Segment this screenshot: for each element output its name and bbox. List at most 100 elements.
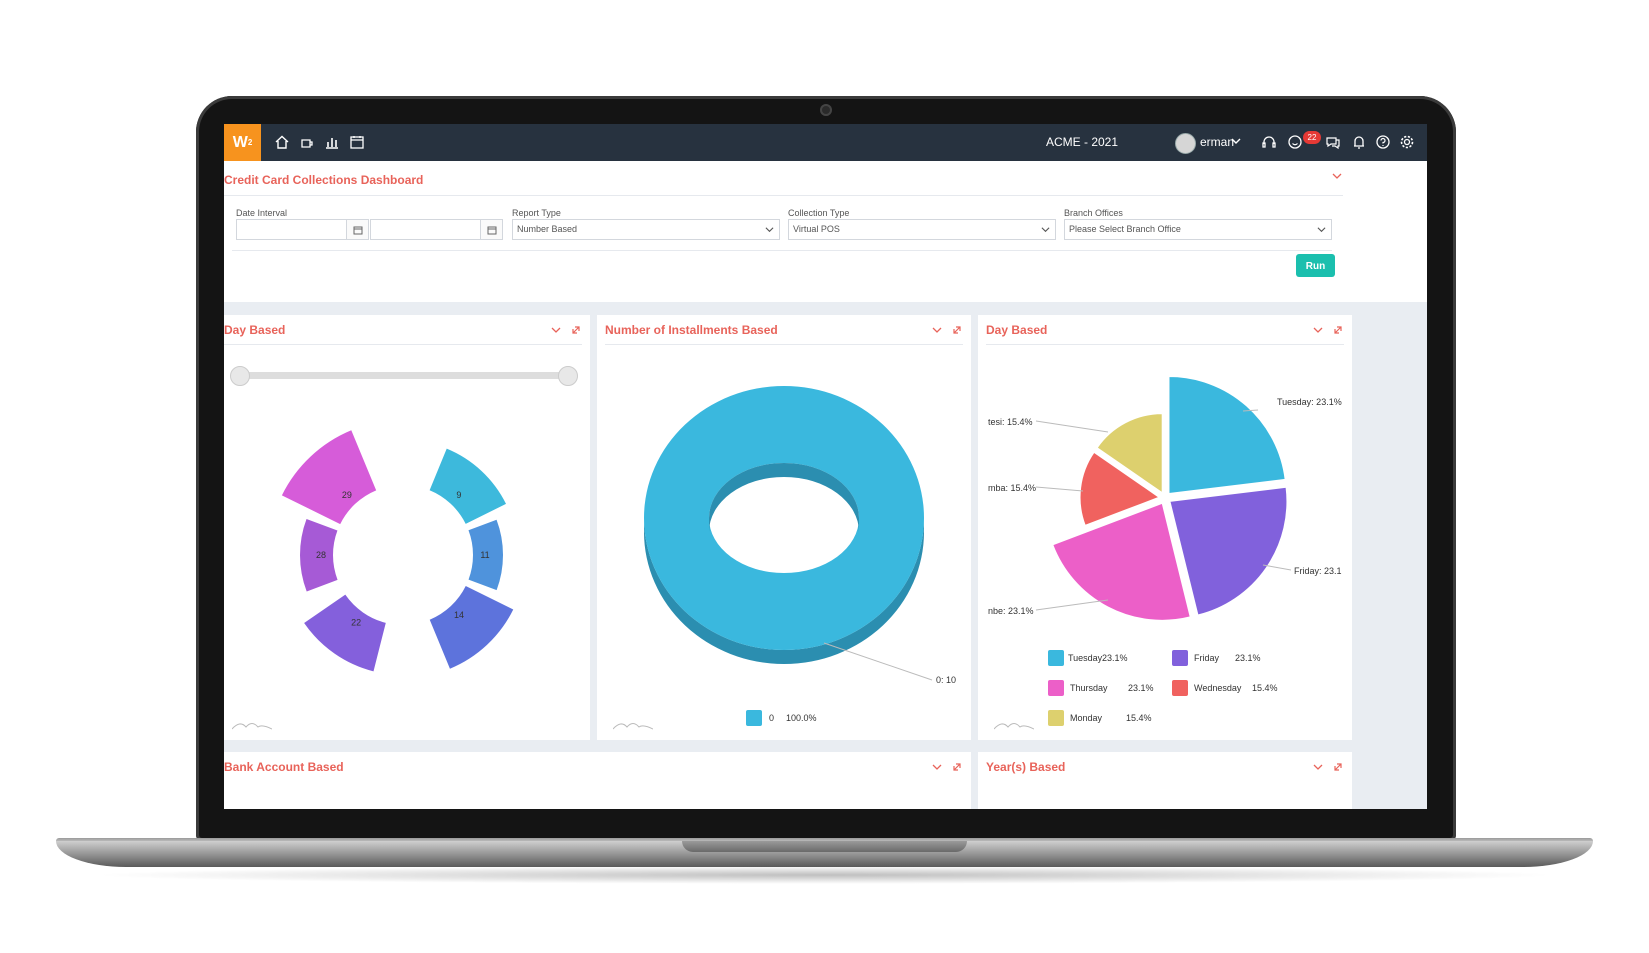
pie-label-leader xyxy=(1262,564,1292,571)
pie-label-leader xyxy=(1035,486,1084,492)
pie-label-leader xyxy=(1035,420,1109,433)
chat-icon[interactable] xyxy=(1324,133,1342,151)
legend-swatch-tuesday xyxy=(1048,650,1064,666)
rose-sector-22[interactable] xyxy=(304,594,386,672)
expand-icon[interactable] xyxy=(1332,324,1344,336)
rose-sector-14[interactable] xyxy=(429,586,514,669)
avatar[interactable] xyxy=(1175,133,1196,154)
pie-slice-monday[interactable] xyxy=(1096,413,1163,494)
home-icon[interactable] xyxy=(273,133,291,151)
chevron-down-icon[interactable] xyxy=(931,761,943,773)
headset-icon[interactable] xyxy=(1260,133,1278,151)
rose-label-9: 9 xyxy=(456,490,461,500)
legend-label: 0 xyxy=(769,713,775,723)
camera-icon xyxy=(820,104,832,116)
rose-sector-28[interactable] xyxy=(300,518,338,592)
chevron-down-icon[interactable] xyxy=(1230,135,1242,147)
calendar-to-button[interactable] xyxy=(480,219,503,240)
zoom-slider-handle-left[interactable] xyxy=(230,366,250,386)
pie-slice-tuesday[interactable] xyxy=(1168,376,1286,495)
donut-inner-wall xyxy=(709,463,859,532)
chevron-down-icon xyxy=(765,227,774,233)
rose-label-28: 28 xyxy=(316,550,326,560)
zoom-slider-handle-right[interactable] xyxy=(558,366,578,386)
report-type-select[interactable]: Number Based xyxy=(512,219,780,240)
branch-office-select[interactable]: Please Select Branch Office xyxy=(1064,219,1332,240)
pie-slice-label-wednesday: mba: 15.4% xyxy=(988,483,1036,493)
panel-title: Day Based xyxy=(986,323,1048,337)
chevron-down-icon[interactable] xyxy=(1312,324,1324,336)
chart-watermark-icon xyxy=(994,723,1034,730)
date-to-input[interactable] xyxy=(370,219,481,240)
legend-swatch-friday xyxy=(1172,650,1188,666)
expand-icon[interactable] xyxy=(951,324,963,336)
rose-chart: 9 11 14 22 28 29 xyxy=(281,430,514,672)
date-from-input[interactable] xyxy=(236,219,347,240)
rose-sector-29[interactable] xyxy=(281,430,377,525)
expand-icon[interactable] xyxy=(570,324,582,336)
collection-type-label: Collection Type xyxy=(788,208,850,218)
legend-label-monday: Monday xyxy=(1070,713,1103,723)
legend-swatch-monday xyxy=(1048,710,1064,726)
rose-label-29: 29 xyxy=(342,490,352,500)
chevron-down-icon[interactable] xyxy=(931,324,943,336)
calendar-icon[interactable] xyxy=(348,133,366,151)
rose-sector-9[interactable] xyxy=(429,448,507,524)
pie-slice-friday[interactable] xyxy=(1169,486,1288,616)
collapse-chevron-icon[interactable] xyxy=(1331,170,1343,182)
legend-value: 100.0% xyxy=(786,713,817,723)
header-divider xyxy=(224,195,1343,196)
branch-offices-label: Branch Offices xyxy=(1064,208,1123,218)
filter-divider xyxy=(232,250,1332,251)
expand-icon[interactable] xyxy=(951,761,963,773)
legend-swatch-thursday xyxy=(1048,680,1064,696)
donut-slice-label: 0: 10 xyxy=(936,675,956,685)
rose-sector-11[interactable] xyxy=(468,519,503,591)
notification-badge: 22 xyxy=(1303,131,1321,144)
legend-value-wednesday: 15.4% xyxy=(1252,683,1278,693)
donut-chart: 0: 10 xyxy=(644,386,956,685)
bank-account-panel: Bank Account Based xyxy=(224,752,971,809)
report-type-value: Number Based xyxy=(517,224,578,234)
calendar-icon xyxy=(353,226,363,235)
calendar-icon xyxy=(487,226,497,235)
legend-label-wednesday: Wednesday xyxy=(1194,683,1242,693)
legend-swatch-wednesday xyxy=(1172,680,1188,696)
gear-icon[interactable] xyxy=(1398,133,1416,151)
chevron-down-icon xyxy=(1317,227,1326,233)
pie-slice-thursday[interactable] xyxy=(1052,502,1191,621)
chart-watermark-icon xyxy=(613,723,653,730)
bar-chart-icon[interactable] xyxy=(323,133,341,151)
panel-title: Bank Account Based xyxy=(224,760,344,774)
help-icon[interactable] xyxy=(1374,133,1392,151)
pie-chart: Tuesday: 23.1% Friday: 23.1 nbe: 23.1% mba:… xyxy=(988,376,1342,621)
laptop-notch xyxy=(682,841,967,852)
filter-panel: Credit Card Collections Dashboard Date I… xyxy=(224,161,1427,302)
smiley-icon[interactable] xyxy=(1286,133,1304,151)
calendar-from-button[interactable] xyxy=(346,219,369,240)
chevron-down-icon[interactable] xyxy=(550,324,562,336)
zoom-slider-track[interactable] xyxy=(240,372,566,379)
legend-value-monday: 15.4% xyxy=(1126,713,1152,723)
company-label[interactable]: ACME - 2021 xyxy=(1046,135,1119,149)
pie-slice-label-tuesday: Tuesday: 23.1% xyxy=(1277,397,1342,407)
day-based-rose-panel: Day Based 9 11 14 22 28 29 xyxy=(224,315,590,740)
panel-divider xyxy=(224,344,582,345)
legend-swatch xyxy=(746,710,762,726)
expand-icon[interactable] xyxy=(1332,761,1344,773)
run-button[interactable]: Run xyxy=(1296,254,1335,277)
rose-label-22: 22 xyxy=(351,617,361,627)
user-name[interactable]: erman xyxy=(1200,135,1235,149)
pie-slice-label-thursday: nbe: 23.1% xyxy=(988,606,1034,616)
donut-slice-0[interactable] xyxy=(644,386,924,650)
chevron-down-icon[interactable] xyxy=(1312,761,1324,773)
pie-slice-wednesday[interactable] xyxy=(1079,451,1161,526)
legend-label-thursday: Thursday xyxy=(1070,683,1108,693)
bell-icon[interactable] xyxy=(1350,133,1368,151)
collection-type-select[interactable]: Virtual POS xyxy=(788,219,1056,240)
coffee-icon[interactable] xyxy=(298,133,316,151)
pie-slice-label-monday: tesi: 15.4% xyxy=(988,417,1033,427)
